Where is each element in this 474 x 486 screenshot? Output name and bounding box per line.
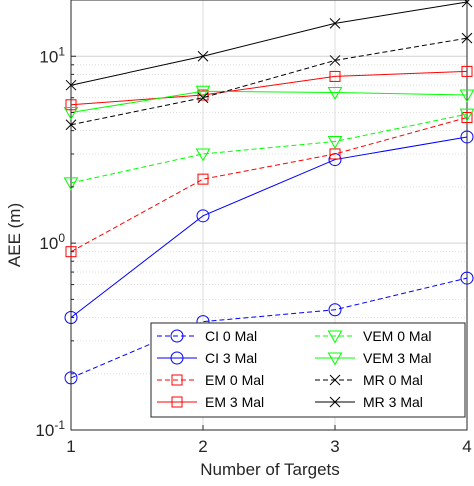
data-point-mr-0-mal bbox=[329, 55, 341, 66]
data-point-ci-3-mal bbox=[196, 209, 210, 223]
series-line-vem-0-mal bbox=[70, 113, 468, 184]
legend-entry-em-3-mal: EM 3 Mal bbox=[157, 394, 264, 410]
axis-ticks: 1 2 3 4 10-1 100 101 bbox=[35, 0, 472, 456]
x-tick-label: 4 bbox=[462, 437, 471, 456]
data-point-em-0-mal bbox=[461, 112, 473, 124]
data-point-em-0-mal bbox=[65, 246, 77, 258]
legend-entry-mr-0-mal: MR 0 Mal bbox=[315, 372, 423, 388]
data-point-ci-3-mal bbox=[64, 310, 78, 324]
series-ci-0-mal bbox=[64, 271, 474, 385]
legend: CI 0 Mal CI 3 Mal EM 0 Mal EM 3 Mal VEM 0 Ma… bbox=[150, 322, 466, 418]
data-point-vem-3-mal bbox=[63, 107, 79, 121]
series-vem-0-mal bbox=[63, 108, 474, 191]
legend-box bbox=[150, 322, 466, 418]
series-em-0-mal bbox=[65, 112, 473, 258]
data-point-vem-3-mal bbox=[459, 89, 474, 103]
legend-label-em-3-mal: EM 3 Mal bbox=[205, 394, 264, 410]
data-point-ci-3-mal bbox=[460, 130, 474, 144]
y-tick-label: 10-1 bbox=[35, 418, 65, 440]
plot-frame bbox=[70, 0, 468, 431]
data-point-em-3-mal bbox=[65, 99, 77, 111]
legend-entry-vem-0-mal: VEM 0 Mal bbox=[315, 328, 431, 344]
legend-label-vem-3-mal: VEM 3 Mal bbox=[363, 350, 431, 366]
legend-label-ci-0-mal: CI 0 Mal bbox=[205, 328, 257, 344]
legend-entry-vem-3-mal: VEM 3 Mal bbox=[315, 350, 431, 366]
legend-marker-mr-3-mal bbox=[329, 396, 341, 408]
data-point-vem-0-mal bbox=[327, 135, 343, 149]
data-point-em-0-mal bbox=[197, 173, 209, 185]
data-point-mr-0-mal bbox=[197, 92, 209, 104]
series-mr-0-mal bbox=[65, 32, 473, 131]
y-tick-label: 101 bbox=[39, 44, 65, 66]
legend-label-em-0-mal: EM 0 Mal bbox=[205, 372, 264, 388]
x-tick-label: 1 bbox=[66, 437, 75, 456]
legend-marker-vem-0-mal bbox=[327, 330, 343, 344]
legend-marker-ci-0-mal bbox=[170, 329, 184, 343]
legend-label-ci-3-mal: CI 3 Mal bbox=[205, 350, 257, 366]
series-line-vem-3-mal bbox=[70, 90, 468, 114]
series-line-mr-0-mal bbox=[70, 37, 468, 126]
data-point-ci-0-mal bbox=[64, 371, 78, 385]
data-point-ci-0-mal bbox=[460, 271, 474, 285]
series-lines bbox=[63, 0, 474, 385]
data-point-em-3-mal bbox=[461, 65, 473, 77]
data-point-vem-3-mal bbox=[195, 85, 211, 99]
data-point-vem-0-mal bbox=[63, 177, 79, 191]
series-vem-3-mal bbox=[63, 85, 474, 121]
y-tick-label: 100 bbox=[39, 231, 65, 253]
data-point-mr-3-mal bbox=[461, 0, 473, 8]
data-point-vem-0-mal bbox=[195, 148, 211, 162]
data-point-em-3-mal bbox=[329, 70, 341, 82]
legend-marker-mr-0-mal bbox=[329, 374, 341, 386]
data-point-vem-3-mal bbox=[327, 86, 343, 100]
data-point-mr-0-mal bbox=[461, 32, 473, 44]
data-point-mr-0-mal bbox=[65, 119, 77, 131]
data-point-mr-3-mal bbox=[329, 17, 341, 29]
legend-marker-vem-3-mal bbox=[327, 352, 343, 366]
series-line-mr-3-mal bbox=[70, 1, 468, 86]
legend-label-mr-3-mal: MR 3 Mal bbox=[363, 394, 423, 410]
legend-entry-em-0-mal: EM 0 Mal bbox=[157, 372, 264, 388]
legend-entry-ci-3-mal: CI 3 Mal bbox=[157, 350, 257, 366]
series-ci-3-mal bbox=[64, 130, 474, 324]
legend-label-mr-0-mal: MR 0 Mal bbox=[363, 372, 423, 388]
legend-entry-ci-0-mal: CI 0 Mal bbox=[157, 328, 257, 344]
series-em-3-mal bbox=[65, 65, 473, 111]
series-line-em-0-mal bbox=[70, 117, 468, 253]
data-point-vem-0-mal bbox=[459, 108, 474, 122]
legend-marker-em-3-mal bbox=[171, 396, 183, 408]
legend-marker-em-0-mal bbox=[171, 374, 183, 386]
x-tick-label: 3 bbox=[330, 437, 339, 456]
legend-entry-mr-3-mal: MR 3 Mal bbox=[315, 394, 423, 410]
legend-label-vem-0-mal: VEM 0 Mal bbox=[363, 328, 431, 344]
data-point-em-3-mal bbox=[197, 89, 209, 101]
data-point-ci-3-mal bbox=[328, 153, 342, 167]
x-tick-label: 2 bbox=[198, 437, 207, 456]
series-line-ci-0-mal bbox=[70, 277, 468, 379]
x-axis-label: Number of Targets bbox=[200, 460, 340, 479]
series-mr-3-mal bbox=[65, 0, 473, 91]
data-point-ci-0-mal bbox=[328, 303, 342, 317]
series-line-ci-3-mal bbox=[70, 136, 468, 318]
series-line-em-3-mal bbox=[70, 70, 468, 106]
y-axis-label: AEE (m) bbox=[5, 203, 24, 267]
data-point-mr-3-mal bbox=[197, 50, 209, 62]
legend-marker-ci-3-mal bbox=[170, 351, 184, 365]
